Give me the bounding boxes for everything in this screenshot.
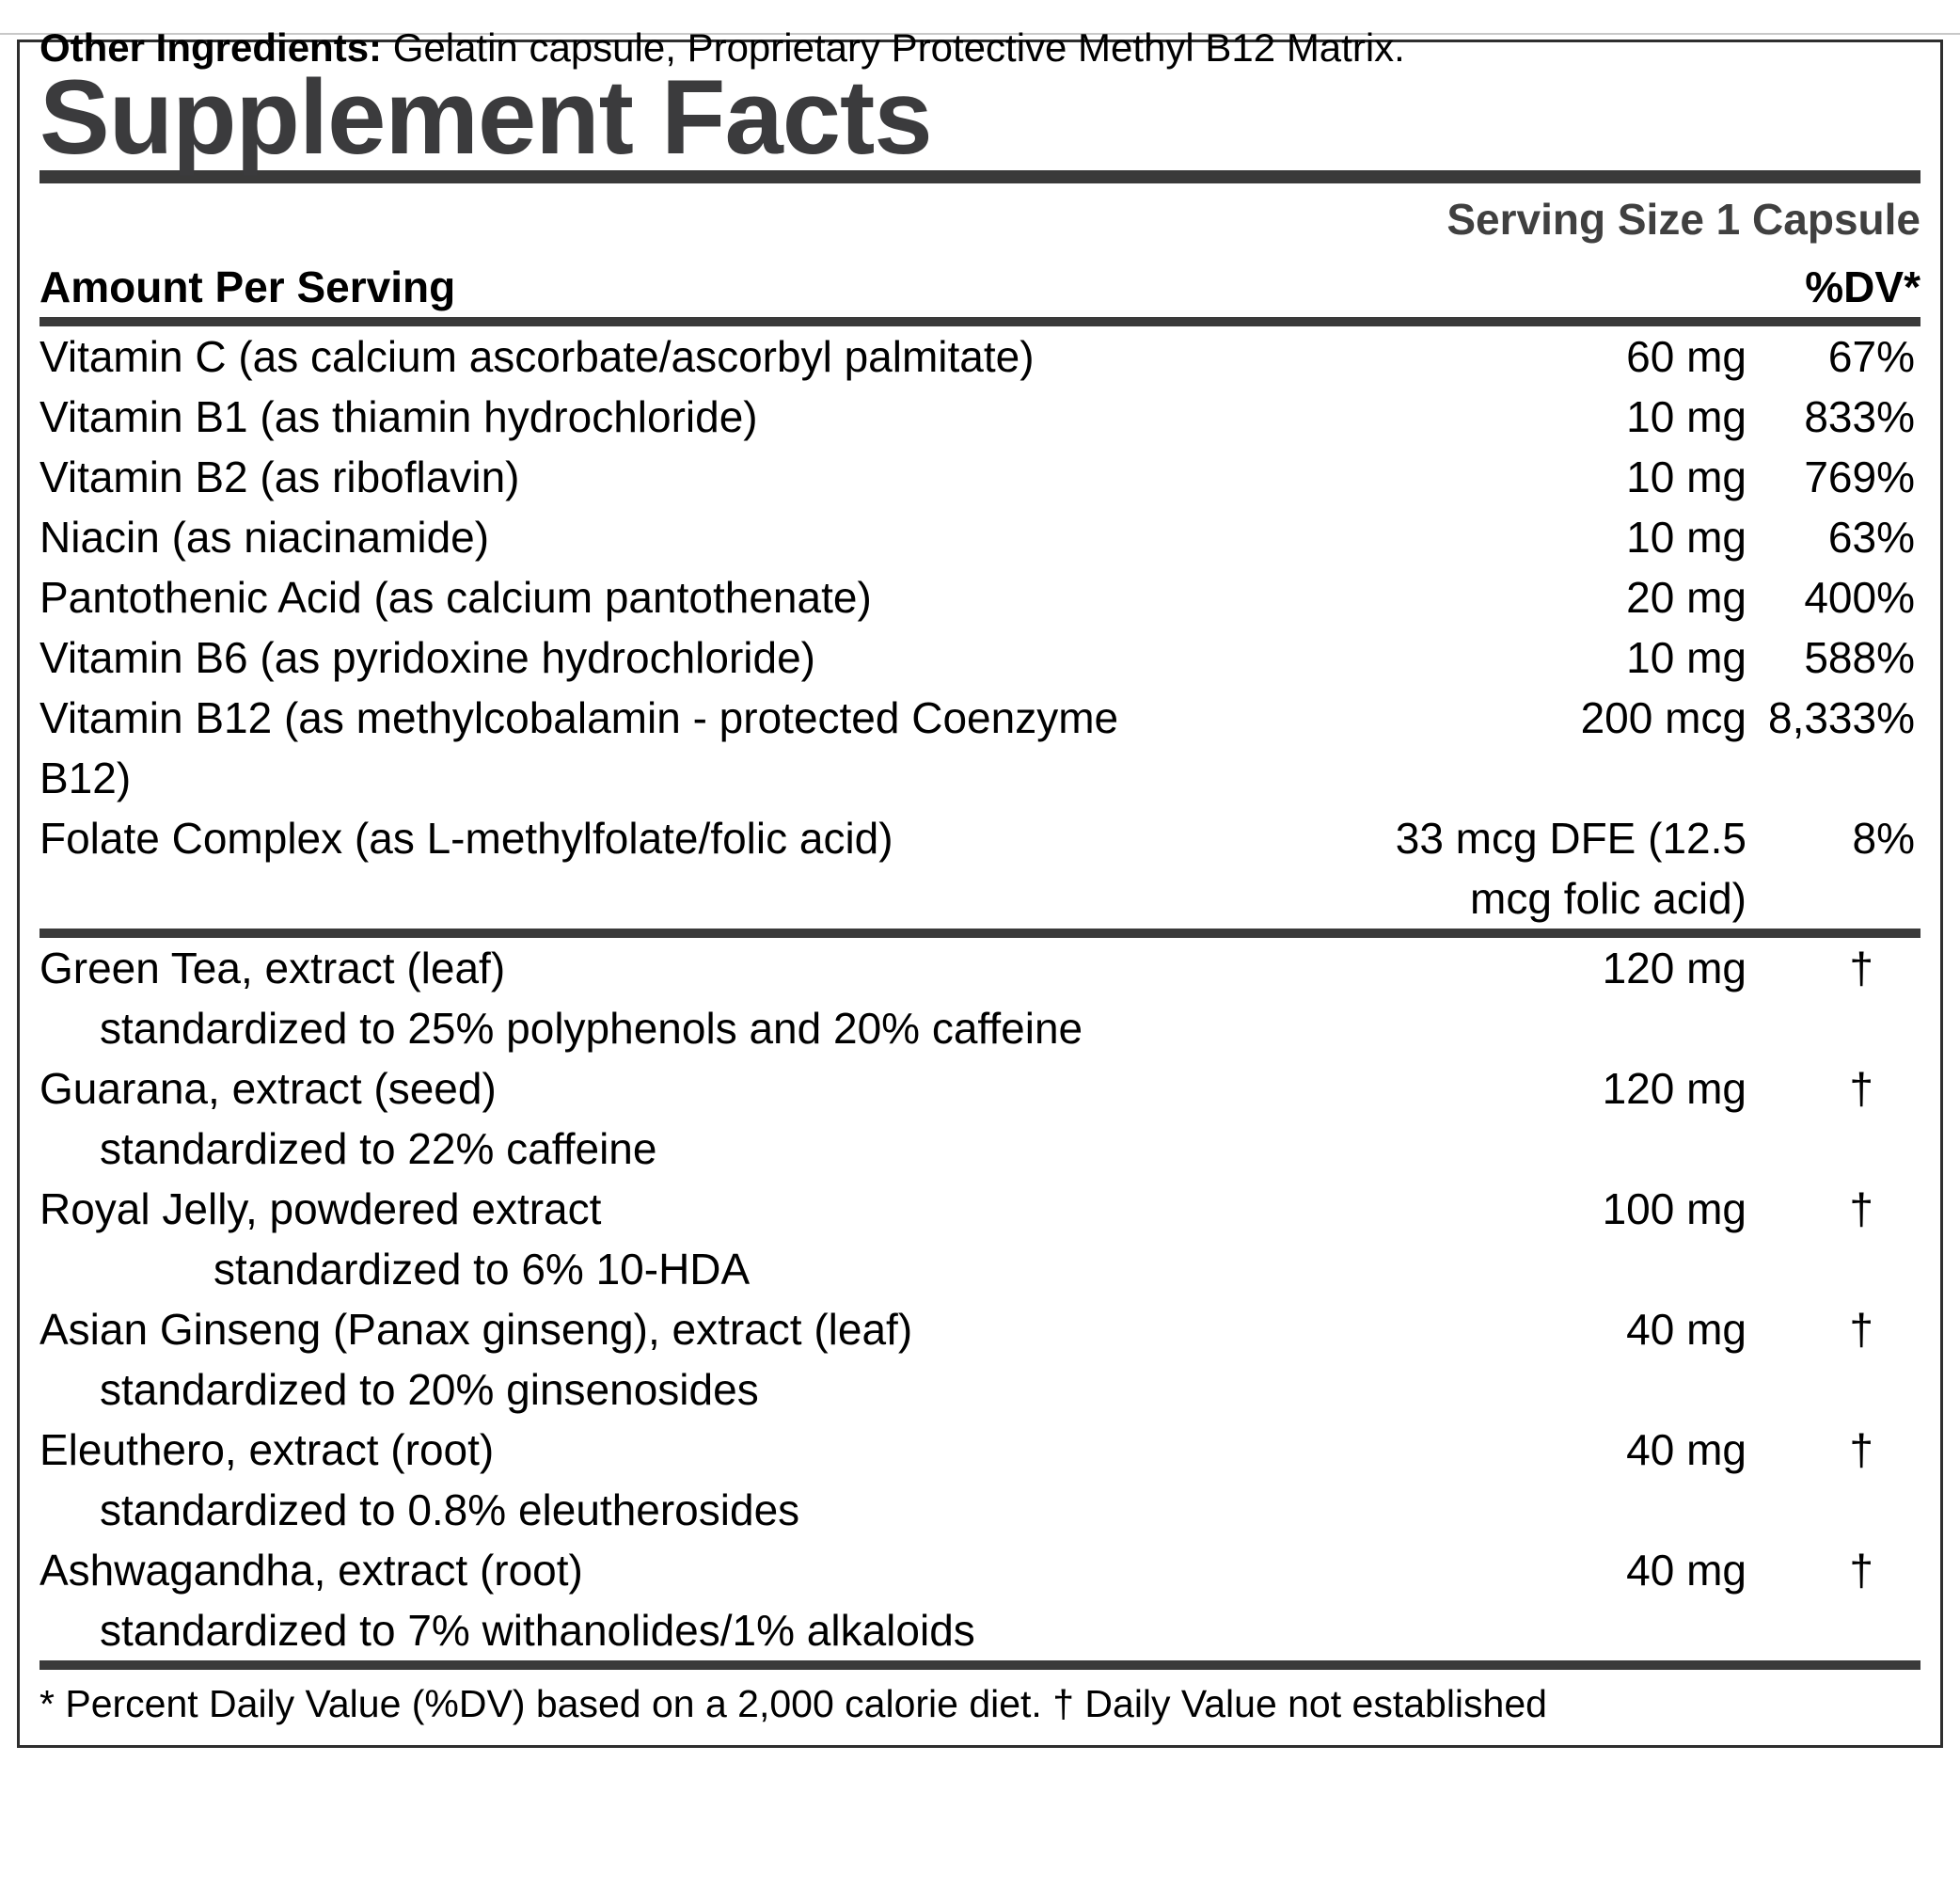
- table-row: Vitamin B1 (as thiamin hydrochloride) 10 …: [40, 387, 1920, 447]
- ingredient-name: Asian Ginseng (Panax ginseng), extract (…: [40, 1305, 913, 1354]
- supplement-facts-panel: Supplement Facts Serving Size 1 Capsule …: [17, 40, 1943, 1748]
- ingredient-amount: 200 mcg: [1580, 693, 1747, 742]
- ingredient-standardization: standardized to 22% caffeine: [40, 1119, 1920, 1179]
- ingredient-dv: †: [1849, 1184, 1873, 1233]
- ingredient-amount: 40 mg: [1626, 1305, 1747, 1354]
- table-row: Vitamin B12 (as methylcobalamin - protec…: [40, 688, 1920, 808]
- vitamins-table: Vitamin C (as calcium ascorbate/ascorbyl…: [40, 326, 1920, 929]
- ingredient-name: Vitamin C (as calcium ascorbate/ascorbyl…: [40, 332, 1035, 381]
- standardization-text: standardized to 0.8% eleutherosides: [100, 1485, 800, 1534]
- other-ingredients: Other Ingredients: Gelatin capsule, Prop…: [40, 21, 1883, 75]
- ingredient-dv: 67%: [1827, 332, 1915, 381]
- ingredient-name: Vitamin B6 (as pyridoxine hydrochloride): [40, 633, 815, 682]
- ingredient-name: Vitamin B12 (as methylcobalamin - protec…: [40, 693, 1119, 802]
- ingredient-dv: 63%: [1827, 513, 1915, 562]
- ingredient-dv: 400%: [1804, 573, 1915, 622]
- ingredient-dv: †: [1849, 1064, 1873, 1113]
- title-divider: [40, 170, 1920, 183]
- standardization-text: standardized to 22% caffeine: [100, 1124, 657, 1173]
- ingredient-amount: 40 mg: [1626, 1425, 1747, 1474]
- table-row: Vitamin B2 (as riboflavin) 10 mg 769%: [40, 447, 1920, 507]
- ingredient-name: Guarana, extract (seed): [40, 1064, 497, 1113]
- table-row: Vitamin B6 (as pyridoxine hydrochloride)…: [40, 627, 1920, 688]
- ingredient-standardization: standardized to 25% polyphenols and 20% …: [40, 998, 1920, 1058]
- ingredient-dv: †: [1849, 944, 1873, 992]
- footnote: * Percent Daily Value (%DV) based on a 2…: [40, 1682, 1547, 1725]
- standardization-text: standardized to 20% ginsenosides: [100, 1365, 759, 1414]
- ingredient-name: Vitamin B1 (as thiamin hydrochloride): [40, 392, 758, 441]
- section-divider: [40, 929, 1920, 938]
- ingredient-name: Folate Complex (as L-methylfolate/folic …: [40, 814, 893, 863]
- ingredient-dv: 588%: [1804, 633, 1915, 682]
- ingredient-amount: 10 mg: [1626, 392, 1747, 441]
- ingredient-amount: 100 mg: [1602, 1184, 1747, 1233]
- ingredient-amount: 120 mg: [1602, 944, 1747, 992]
- header-divider: [40, 317, 1920, 326]
- ingredient-standardization: standardized to 7% withanolides/1% alkal…: [40, 1600, 1920, 1660]
- ingredient-amount: 40 mg: [1626, 1546, 1747, 1595]
- footnote-divider: [40, 1660, 1920, 1670]
- ingredient-dv: 8%: [1852, 814, 1915, 863]
- amount-per-serving-header: Amount Per Serving: [40, 262, 456, 311]
- serving-size: Serving Size 1 Capsule: [1446, 195, 1920, 244]
- ingredient-amount: 33 mcg DFE (12.5 mcg folic acid): [1395, 814, 1747, 923]
- table-row: Eleuthero, extract (root) 40 mg †: [40, 1420, 1920, 1480]
- ingredient-dv: †: [1849, 1425, 1873, 1474]
- other-ingredients-label: Other Ingredients:: [40, 25, 383, 70]
- ingredient-dv: 833%: [1804, 392, 1915, 441]
- table-row: Pantothenic Acid (as calcium pantothenat…: [40, 567, 1920, 627]
- table-row: Asian Ginseng (Panax ginseng), extract (…: [40, 1299, 1920, 1359]
- ingredient-dv: 8,333%: [1767, 693, 1915, 742]
- ingredient-amount: 10 mg: [1626, 633, 1747, 682]
- ingredient-amount: 10 mg: [1626, 513, 1747, 562]
- ingredient-standardization: standardized to 0.8% eleutherosides: [40, 1480, 1920, 1540]
- table-row: Ashwagandha, extract (root) 40 mg †: [40, 1540, 1920, 1600]
- table-row: Vitamin C (as calcium ascorbate/ascorbyl…: [40, 326, 1920, 387]
- ingredient-amount: 60 mg: [1626, 332, 1747, 381]
- ingredient-amount: 20 mg: [1626, 573, 1747, 622]
- table-row: Green Tea, extract (leaf) 120 mg †: [40, 938, 1920, 998]
- ingredient-dv: †: [1849, 1546, 1873, 1595]
- standardization-text: standardized to 7% withanolides/1% alkal…: [100, 1606, 975, 1655]
- table-row: Royal Jelly, powdered extract 100 mg †: [40, 1179, 1920, 1239]
- ingredient-name: Ashwagandha, extract (root): [40, 1546, 583, 1595]
- ingredient-name: Pantothenic Acid (as calcium pantothenat…: [40, 573, 872, 622]
- table-row: Niacin (as niacinamide) 10 mg 63%: [40, 507, 1920, 567]
- botanicals-table: Green Tea, extract (leaf) 120 mg † standard…: [40, 938, 1920, 1660]
- ingredient-name: Royal Jelly, powdered extract: [40, 1184, 602, 1233]
- ingredient-standardization: standardized to 6% 10-HDA: [40, 1239, 1920, 1299]
- dv-header: %DV*: [1805, 262, 1920, 311]
- ingredient-dv: 769%: [1804, 452, 1915, 501]
- standardization-text: standardized to 6% 10-HDA: [213, 1245, 751, 1294]
- ingredient-name: Eleuthero, extract (root): [40, 1425, 495, 1474]
- table-row: Folate Complex (as L-methylfolate/folic …: [40, 808, 1920, 929]
- other-ingredients-text: Gelatin capsule, Proprietary Protective …: [382, 25, 1405, 70]
- ingredient-name: Green Tea, extract (leaf): [40, 944, 506, 992]
- ingredient-name: Niacin (as niacinamide): [40, 513, 490, 562]
- standardization-text: standardized to 25% polyphenols and 20% …: [100, 1004, 1083, 1053]
- ingredient-dv: †: [1849, 1305, 1873, 1354]
- ingredient-name: Vitamin B2 (as riboflavin): [40, 452, 520, 501]
- ingredient-amount: 120 mg: [1602, 1064, 1747, 1113]
- table-header-row: Amount Per Serving %DV*: [40, 257, 1920, 317]
- top-border-line: [0, 33, 1960, 35]
- page-title: Supplement Facts: [40, 58, 933, 176]
- ingredient-amount: 10 mg: [1626, 452, 1747, 501]
- ingredient-standardization: standardized to 20% ginsenosides: [40, 1359, 1920, 1420]
- table-row: Guarana, extract (seed) 120 mg †: [40, 1058, 1920, 1119]
